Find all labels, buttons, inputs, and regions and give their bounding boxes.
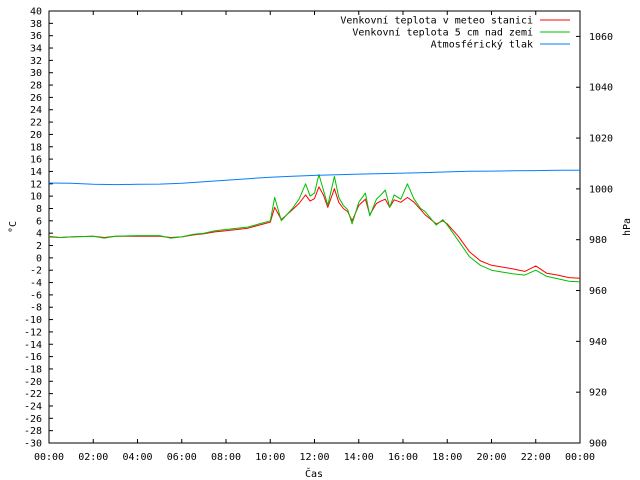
y-left-tick-label: -2 [30, 266, 42, 277]
y-left-tick-label: 16 [30, 155, 42, 166]
y-right-tick-label: 920 [589, 388, 607, 399]
plot-frame [48, 10, 581, 444]
y-left-tick-label: 28 [30, 81, 42, 92]
y-left-tick-label: -24 [24, 401, 42, 412]
y-left-tick-label: -14 [24, 340, 42, 351]
y-left-tick-label: -18 [24, 364, 42, 375]
legend: Venkovní teplota v meteo staniciVenkovní… [340, 15, 570, 51]
x-tick-label: 20:00 [476, 452, 506, 463]
y-left-tick-label: -20 [24, 377, 42, 388]
x-tick-label: 12:00 [299, 452, 329, 463]
x-tick-label: 16:00 [388, 452, 418, 463]
y-right-tick-label: 900 [589, 439, 607, 450]
y-left-tick-label: 2 [36, 241, 42, 252]
x-tick-label: 18:00 [432, 452, 462, 463]
y-left-tick-label: 40 [30, 7, 42, 18]
y-left-tick-label: 20 [30, 130, 42, 141]
y-left-tick-label: -8 [30, 303, 42, 314]
y-right-tick-label: 960 [589, 286, 607, 297]
y-left-tick-label: 6 [36, 216, 42, 227]
y-left-tick-label: 0 [36, 253, 42, 264]
y-right-tick-label: 980 [589, 235, 607, 246]
series-line-2 [48, 174, 581, 283]
y-left-tick-label: -26 [24, 414, 42, 425]
y-left-tick-label: 24 [30, 105, 42, 116]
y-left-tick-label: 22 [30, 118, 42, 129]
series-line-1 [48, 186, 581, 279]
x-tick-label: 00:00 [34, 452, 64, 463]
y-left-tick-label: -22 [24, 389, 42, 400]
y-left-tick-label: 36 [30, 31, 42, 42]
y-left-tick-label: 30 [30, 68, 42, 79]
y-right-tick-label: 1040 [589, 83, 613, 94]
x-tick-label: 08:00 [211, 452, 241, 463]
y-left-tick-label: -10 [24, 315, 42, 326]
x-tick-label: 14:00 [344, 452, 374, 463]
y-axis-label-right: hPa [622, 218, 633, 236]
y-left-tick-label: 26 [30, 93, 42, 104]
y-left-tick-label: 18 [30, 142, 42, 153]
x-tick-label: 00:00 [565, 452, 595, 463]
y-axis-label-left: °C [8, 221, 19, 233]
x-tick-label: 02:00 [78, 452, 108, 463]
y-right-tick-label: 940 [589, 337, 607, 348]
x-tick-label: 04:00 [122, 452, 152, 463]
y-left-tick-label: 8 [36, 204, 42, 215]
y-left-tick-label: -4 [30, 278, 42, 289]
y-left-tick-label: 38 [30, 19, 42, 30]
y-left-tick-label: -16 [24, 352, 42, 363]
y-right-tick-label: 1060 [589, 32, 613, 43]
x-tick-label: 06:00 [167, 452, 197, 463]
x-tick-label: 22:00 [521, 452, 551, 463]
series [48, 169, 581, 283]
legend-label-1: Venkovní teplota v meteo stanici [340, 15, 533, 27]
y-right-tick-label: 1020 [589, 134, 613, 145]
x-axis-label: Čas [305, 467, 323, 480]
legend-label-2: Venkovní teplota 5 cm nad zemí [352, 27, 533, 39]
y-right-tick-label: 1000 [589, 184, 613, 195]
y-left-tick-label: 12 [30, 179, 42, 190]
y-left-tick-label: 4 [36, 229, 42, 240]
y-left-tick-label: 14 [30, 167, 42, 178]
y-left-tick-label: -30 [24, 439, 42, 450]
legend-label-3: Atmosférický tlak [431, 39, 533, 51]
y-left-tick-label: 32 [30, 56, 42, 67]
tick-labels: 00:00 02:00 04:00 06:00 08:00 10:00 12:00 14:00… [24, 7, 613, 464]
y-left-tick-label: -6 [30, 290, 42, 301]
ticks [48, 10, 581, 444]
series-line-3 [48, 169, 580, 186]
y-left-tick-label: 10 [30, 192, 42, 203]
y-left-tick-label: -28 [24, 426, 42, 437]
y-left-tick-label: -12 [24, 327, 42, 338]
x-tick-label: 10:00 [255, 452, 285, 463]
y-left-tick-label: 34 [30, 44, 42, 55]
